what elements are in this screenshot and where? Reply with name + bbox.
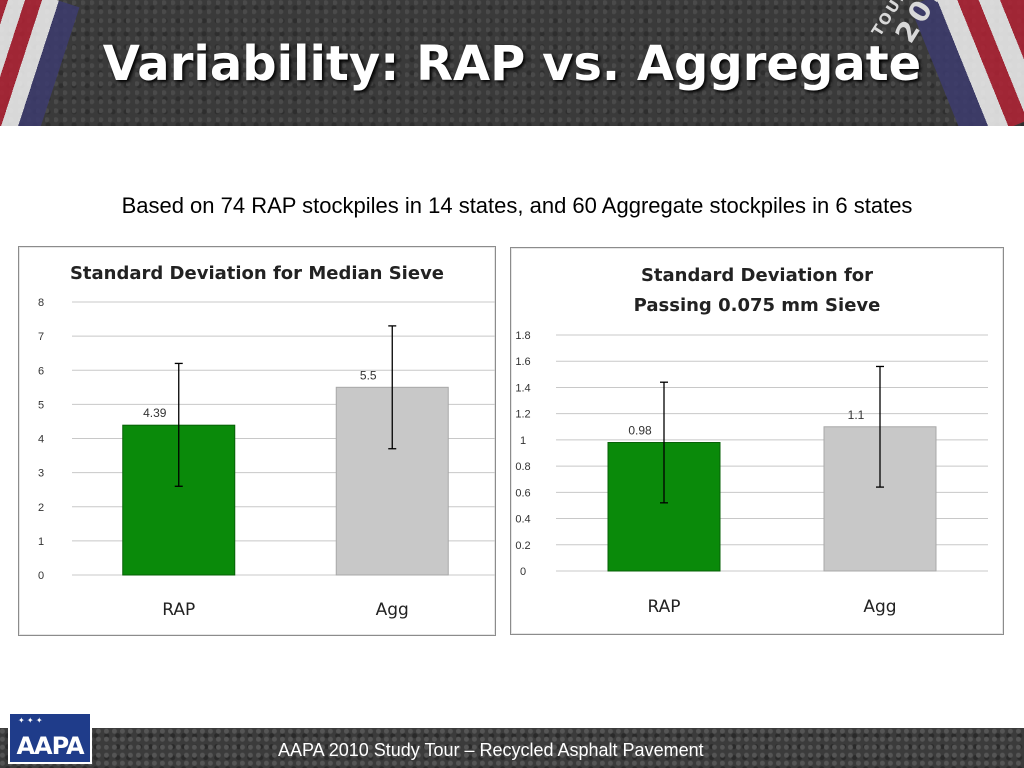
category-label: Agg [376, 600, 409, 620]
y-tick-label: 6 [38, 365, 44, 377]
logo-text: AAPA [16, 732, 84, 760]
y-tick-label: 7 [38, 331, 44, 343]
header-banner: TOUR 2010 Variability: RAP vs. Aggregate [0, 0, 1024, 126]
y-tick-label: 0.2 [515, 540, 530, 552]
category-label: Agg [863, 597, 896, 617]
y-tick-label: 0.6 [515, 487, 530, 499]
y-tick-label: 0.8 [515, 461, 530, 473]
y-tick-label: 8 [38, 297, 44, 309]
chart-title: Standard Deviation for Median Sieve [70, 263, 444, 284]
y-tick-label: 3 [38, 468, 44, 480]
y-tick-label: 0.4 [515, 514, 530, 526]
chart-passing-075-sieve-svg: Standard Deviation for Passing 0.075 mm S… [515, 265, 988, 617]
y-tick-label: 1 [520, 435, 526, 447]
chart-median-sieve: Standard Deviation for Median Sieve 0 1 2 3 4… [18, 246, 496, 636]
y-tick-label: 1 [38, 536, 44, 548]
slide-subtitle: Based on 74 RAP stockpiles in 14 states,… [121, 193, 913, 218]
chart-title: Standard Deviation for [641, 265, 873, 286]
chart-median-sieve-svg: Standard Deviation for Median Sieve 0 1 2 3 4… [38, 263, 495, 620]
y-tick-label: 1.4 [515, 382, 530, 394]
footer-bar [0, 728, 1024, 768]
y-tick-label: 4 [38, 434, 44, 446]
chart-title: Passing 0.075 mm Sieve [634, 295, 881, 316]
y-tick-label: 1.2 [515, 409, 530, 421]
footer-text: AAPA 2010 Study Tour – Recycled Asphalt … [278, 740, 704, 760]
y-tick-label: 5 [38, 399, 44, 411]
aapa-logo: ✦ ✦ ✦ AAPA [8, 712, 92, 764]
y-tick-label: 0 [520, 566, 526, 578]
category-label: RAP [647, 597, 680, 617]
data-label: 0.98 [628, 424, 652, 438]
category-label: RAP [162, 600, 195, 620]
y-tick-label: 1.8 [515, 330, 530, 342]
data-label: 4.39 [143, 406, 167, 420]
logo-stars-icon: ✦ ✦ ✦ [18, 716, 43, 725]
y-tick-label: 2 [38, 502, 44, 514]
chart-passing-075-sieve: Standard Deviation for Passing 0.075 mm S… [510, 247, 1004, 635]
slide-title: Variability: RAP vs. Aggregate [102, 36, 922, 92]
y-tick-label: 0 [38, 570, 44, 582]
y-tick-label: 1.6 [515, 356, 530, 368]
data-label: 5.5 [360, 368, 377, 382]
data-label: 1.1 [848, 408, 865, 422]
